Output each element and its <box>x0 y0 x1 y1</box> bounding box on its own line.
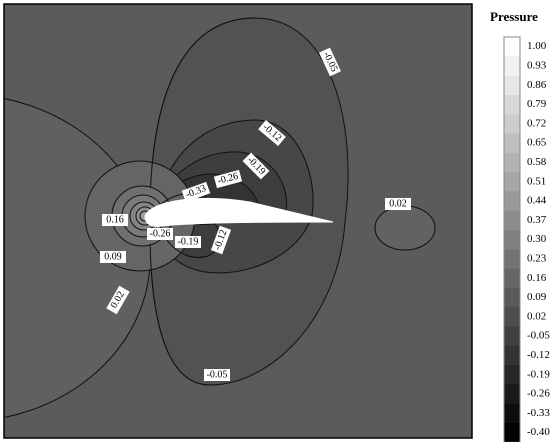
colorbar-tick-label: 0.44 <box>527 195 547 207</box>
colorbar-cell <box>504 287 520 308</box>
contour-label-box <box>210 225 232 255</box>
contour-label-text: -0.26 <box>150 228 171 239</box>
colorbar-cell <box>504 152 520 173</box>
contour-label-box <box>204 369 230 381</box>
contour-label-box <box>258 120 286 146</box>
colorbar-cell <box>504 94 520 115</box>
contour-label: -0.05 <box>204 369 230 381</box>
colorbar-tick-label: 0.51 <box>527 175 546 187</box>
contour-label-box <box>319 47 341 77</box>
contour-label: -0.26 <box>213 169 243 189</box>
contour-label-box <box>102 214 128 226</box>
contour-label-text: 0.02 <box>389 198 407 209</box>
contour-label: -0.12 <box>210 225 232 255</box>
contour-label: -0.19 <box>175 236 201 248</box>
colorbar-cell <box>504 230 520 250</box>
legend-title: Pressure <box>490 9 538 24</box>
airfoil <box>144 197 334 227</box>
colorbar-tick-label: 0.37 <box>527 214 547 226</box>
colorbar-cell <box>504 268 520 289</box>
colorbar-tick-label: -0.40 <box>527 426 550 438</box>
plot-frame <box>3 3 473 439</box>
colorbar-cell <box>504 133 520 154</box>
colorbar-cell <box>504 307 520 327</box>
colorbar-cell <box>504 172 520 192</box>
colorbar-cell <box>504 384 520 405</box>
colorbar-tick-label: 1.00 <box>527 40 547 52</box>
colorbar-tick-label: 0.23 <box>527 252 547 264</box>
colorbar-tick-label: 0.02 <box>527 310 546 322</box>
contour-label-box <box>181 181 211 203</box>
colorbar-cell <box>504 56 520 77</box>
colorbar-cell <box>504 249 520 270</box>
contour-label-box <box>106 285 130 315</box>
contour-label-text: 0.16 <box>106 214 124 225</box>
colorbar-tick-label: 0.30 <box>527 233 547 245</box>
colorbar-tick-label: -0.19 <box>527 368 550 380</box>
contour-label: 0.02 <box>385 198 411 210</box>
contour-label: 0.16 <box>102 214 128 226</box>
contour-label-text: -0.05 <box>207 369 228 380</box>
contour-label: -0.33 <box>181 181 211 203</box>
colorbar-cell <box>504 191 520 212</box>
colorbar-cell <box>504 423 520 442</box>
colorbar-tick-label: 0.09 <box>527 291 547 303</box>
colorbar-tick-label: -0.33 <box>527 407 550 419</box>
contour-label-text: -0.26 <box>216 171 239 187</box>
contour-label: -0.26 <box>147 228 173 240</box>
colorbar-tick-label: 0.86 <box>527 79 547 91</box>
colorbar-frame <box>503 36 521 442</box>
colorbar-cell <box>504 114 520 134</box>
colorbar-cell <box>504 37 520 57</box>
colorbar-tick-label: -0.05 <box>527 330 550 342</box>
contour-label-box <box>147 228 173 240</box>
colorbar-cell <box>504 345 520 366</box>
contour-label-box <box>242 152 270 180</box>
colorbar-tick-label: 0.58 <box>527 156 547 168</box>
colorbar-tick-label: 0.72 <box>527 117 546 129</box>
contour-line <box>149 17 256 386</box>
colorbar-cell <box>504 210 520 231</box>
colorbar-tick-label: 0.79 <box>527 98 547 110</box>
colorbar-tick-label: 0.16 <box>527 272 547 284</box>
colorbar-tick-label: -0.26 <box>527 388 550 400</box>
contour-label-text: 0.09 <box>104 251 122 262</box>
contour-label-box <box>100 251 126 263</box>
colorbar-tick-label: -0.12 <box>527 349 550 361</box>
contour-label-box <box>213 169 243 189</box>
contour-field <box>4 4 472 438</box>
colorbar: 1.00 0.93 0.86 0.79 0.72 0.65 0.58 0.51 0.44 0.37… <box>503 36 550 442</box>
colorbar-cell <box>504 365 520 385</box>
colorbar-tick-label: 0.65 <box>527 137 547 149</box>
contour-label: 0.09 <box>100 251 126 263</box>
colorbar-cell <box>504 75 520 96</box>
contour-label-box <box>385 198 411 210</box>
colorbar-tick-label: 0.93 <box>527 59 547 71</box>
colorbar-cell <box>504 326 520 347</box>
colorbar-cell <box>504 403 520 424</box>
contour-label-text: -0.19 <box>178 236 199 247</box>
contour-label-box <box>175 236 201 248</box>
contour-line <box>374 205 436 251</box>
